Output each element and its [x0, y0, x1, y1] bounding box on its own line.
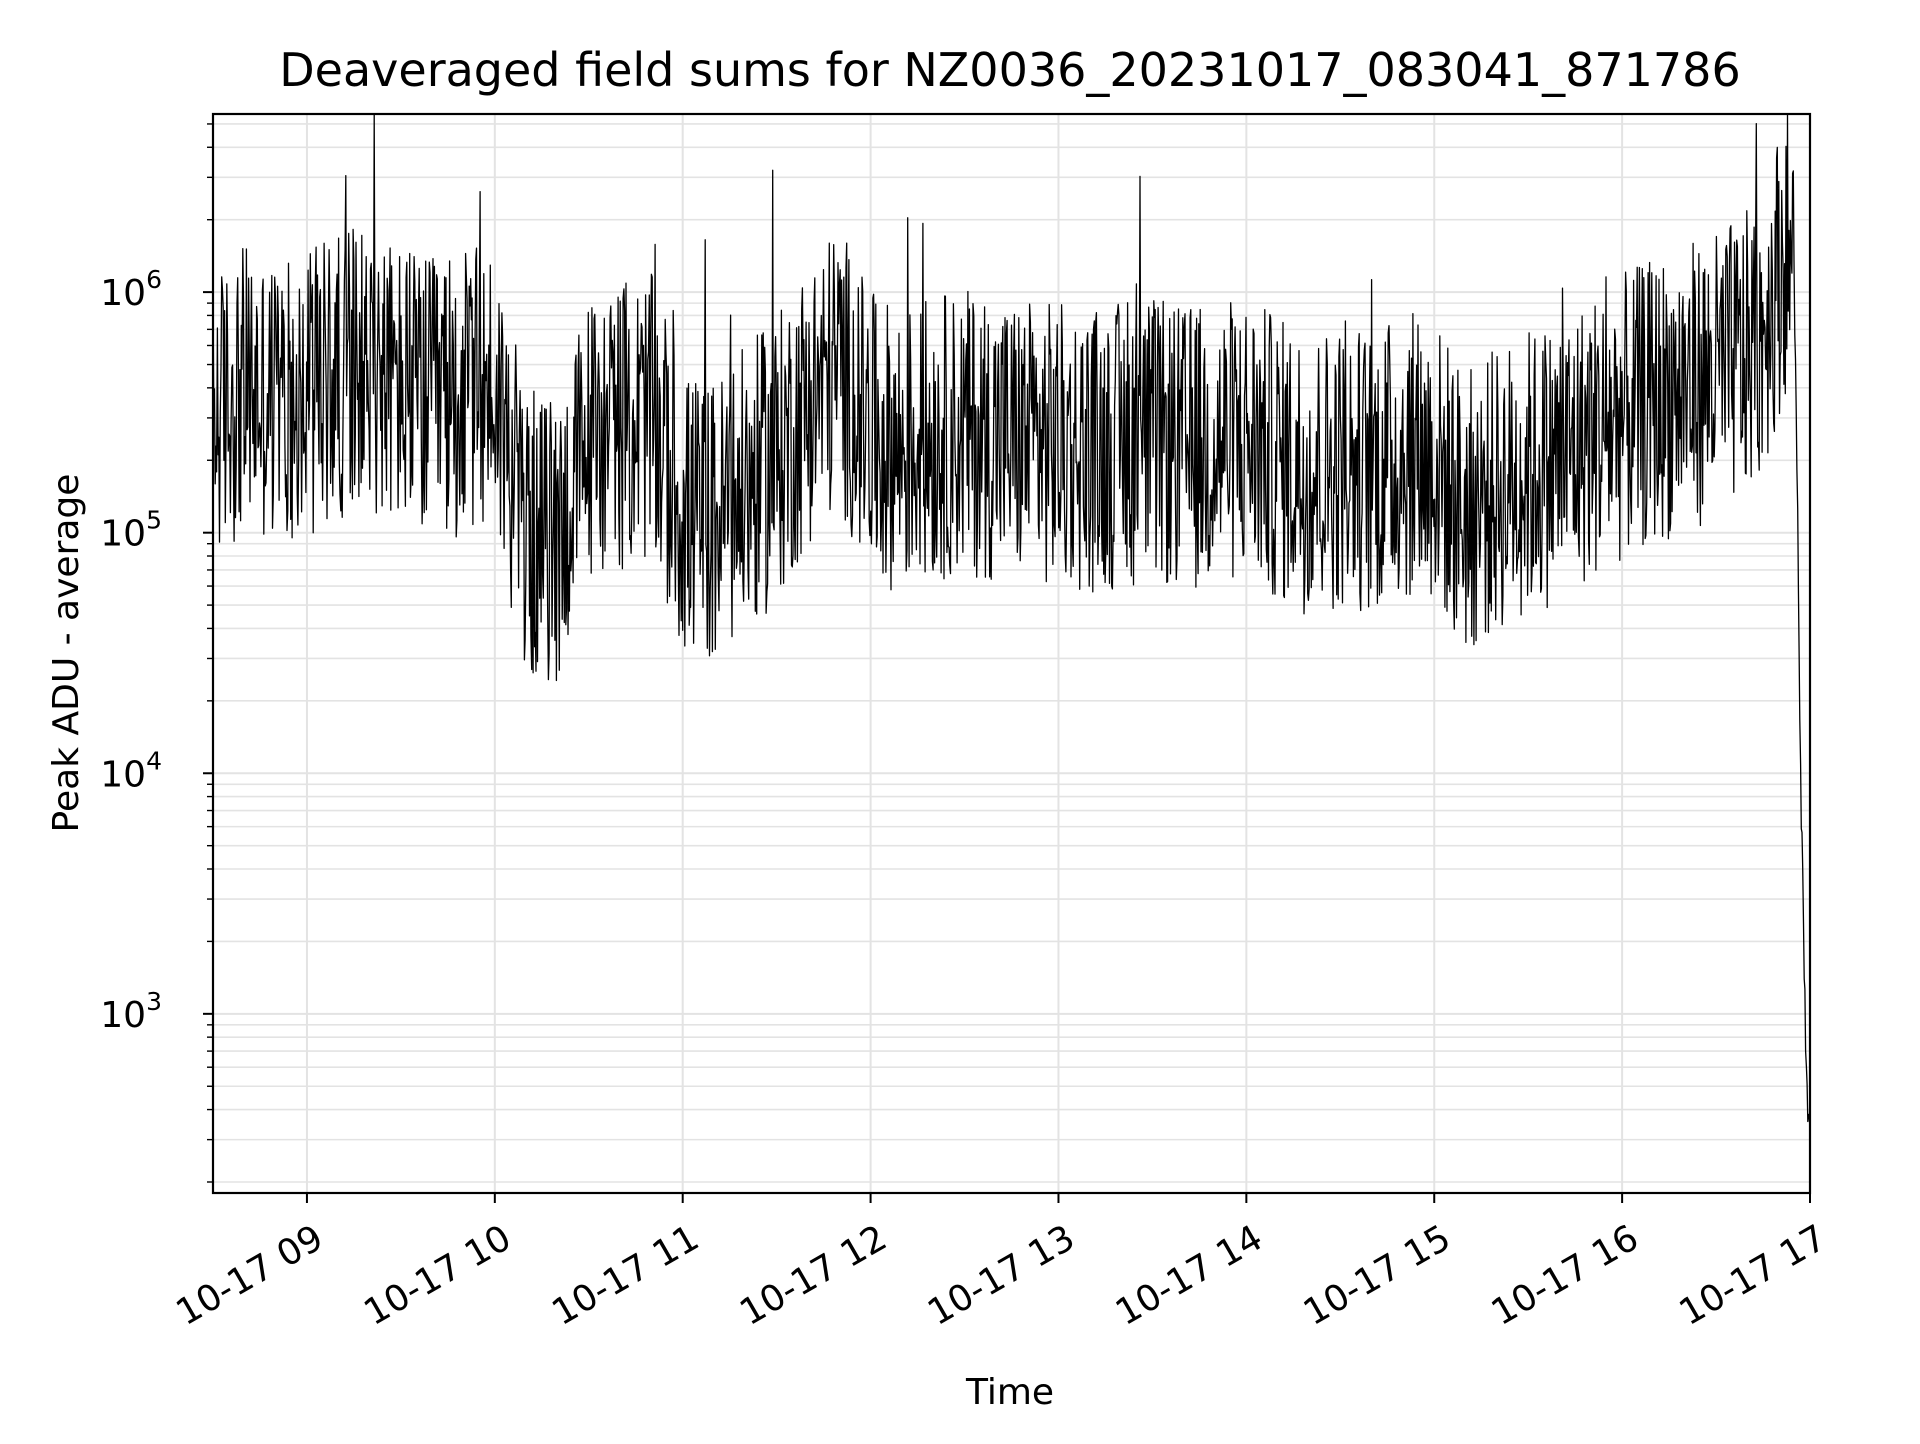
x-tick-label: 10-17 15: [1297, 1217, 1458, 1333]
x-tick-label: 10-17 09: [170, 1217, 331, 1333]
x-axis-label: Time: [965, 1372, 1054, 1413]
x-tick-label: 10-17 14: [1109, 1217, 1270, 1333]
series-line: [212, 113, 1811, 1129]
chart-title: Deaveraged field sums for NZ0036_2023101…: [279, 43, 1740, 97]
plot-frame: [211, 112, 1812, 1195]
x-tick-label: 10-17 16: [1485, 1217, 1646, 1333]
x-tick-label: 10-17 13: [921, 1217, 1082, 1333]
series-group: [212, 113, 1811, 1129]
y-tick-label: 105: [100, 506, 162, 555]
y-tick-label: 104: [100, 746, 162, 795]
x-tick-label: 10-17 12: [733, 1217, 894, 1333]
y-tick-label: 106: [100, 265, 162, 314]
grid: [213, 114, 1811, 1193]
y-axis: 103 104 105 106: [100, 123, 213, 1183]
x-tick-label: 10-17 10: [357, 1217, 518, 1333]
x-axis: 10-17 09 10-17 10 10-17 11 10-17 12 10-17 13…: [170, 1193, 1834, 1334]
y-axis-label: Peak ADU - average: [46, 474, 87, 833]
x-tick-label: 10-17 17: [1673, 1217, 1834, 1333]
x-tick-label: 10-17 11: [545, 1217, 706, 1333]
y-tick-label: 103: [100, 987, 162, 1036]
